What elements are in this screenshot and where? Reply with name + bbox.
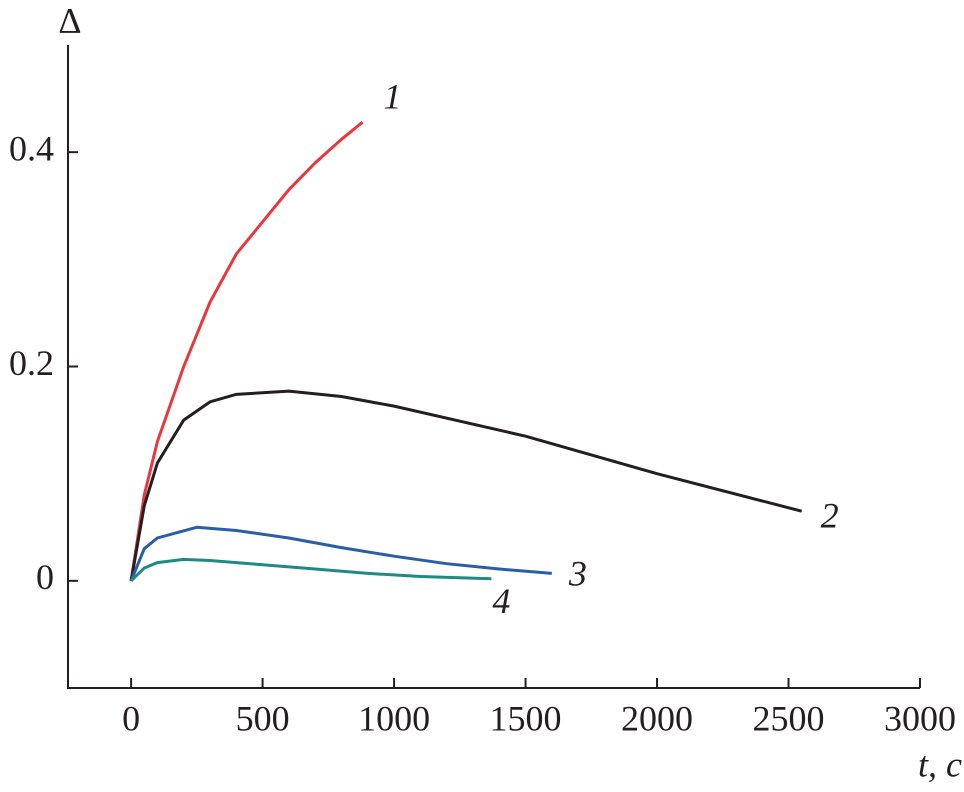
x-axis-label: t, c — [918, 744, 962, 784]
x-tick-label: 500 — [236, 698, 290, 738]
series-line — [129, 120, 364, 582]
series-line — [129, 525, 552, 582]
x-tick-label: 2500 — [753, 698, 825, 738]
series-label: 1 — [384, 76, 402, 116]
x-tick-label: 2000 — [621, 698, 693, 738]
y-tick-label: 0.2 — [9, 343, 54, 383]
series-label: 3 — [568, 554, 587, 594]
series-label: 2 — [821, 495, 839, 535]
series-label: 4 — [492, 581, 510, 621]
x-tick-label: 1500 — [490, 698, 562, 738]
x-tick-label: 3000 — [884, 698, 956, 738]
x-tick-label: 0 — [122, 698, 140, 738]
y-tick-label: 0 — [36, 557, 54, 597]
y-axis-label: Δ — [58, 0, 81, 40]
series-line — [129, 389, 803, 582]
series-line — [130, 557, 492, 582]
x-tick-label: 1000 — [358, 698, 430, 738]
axes — [67, 45, 920, 689]
y-tick-label: 0.4 — [9, 128, 54, 168]
